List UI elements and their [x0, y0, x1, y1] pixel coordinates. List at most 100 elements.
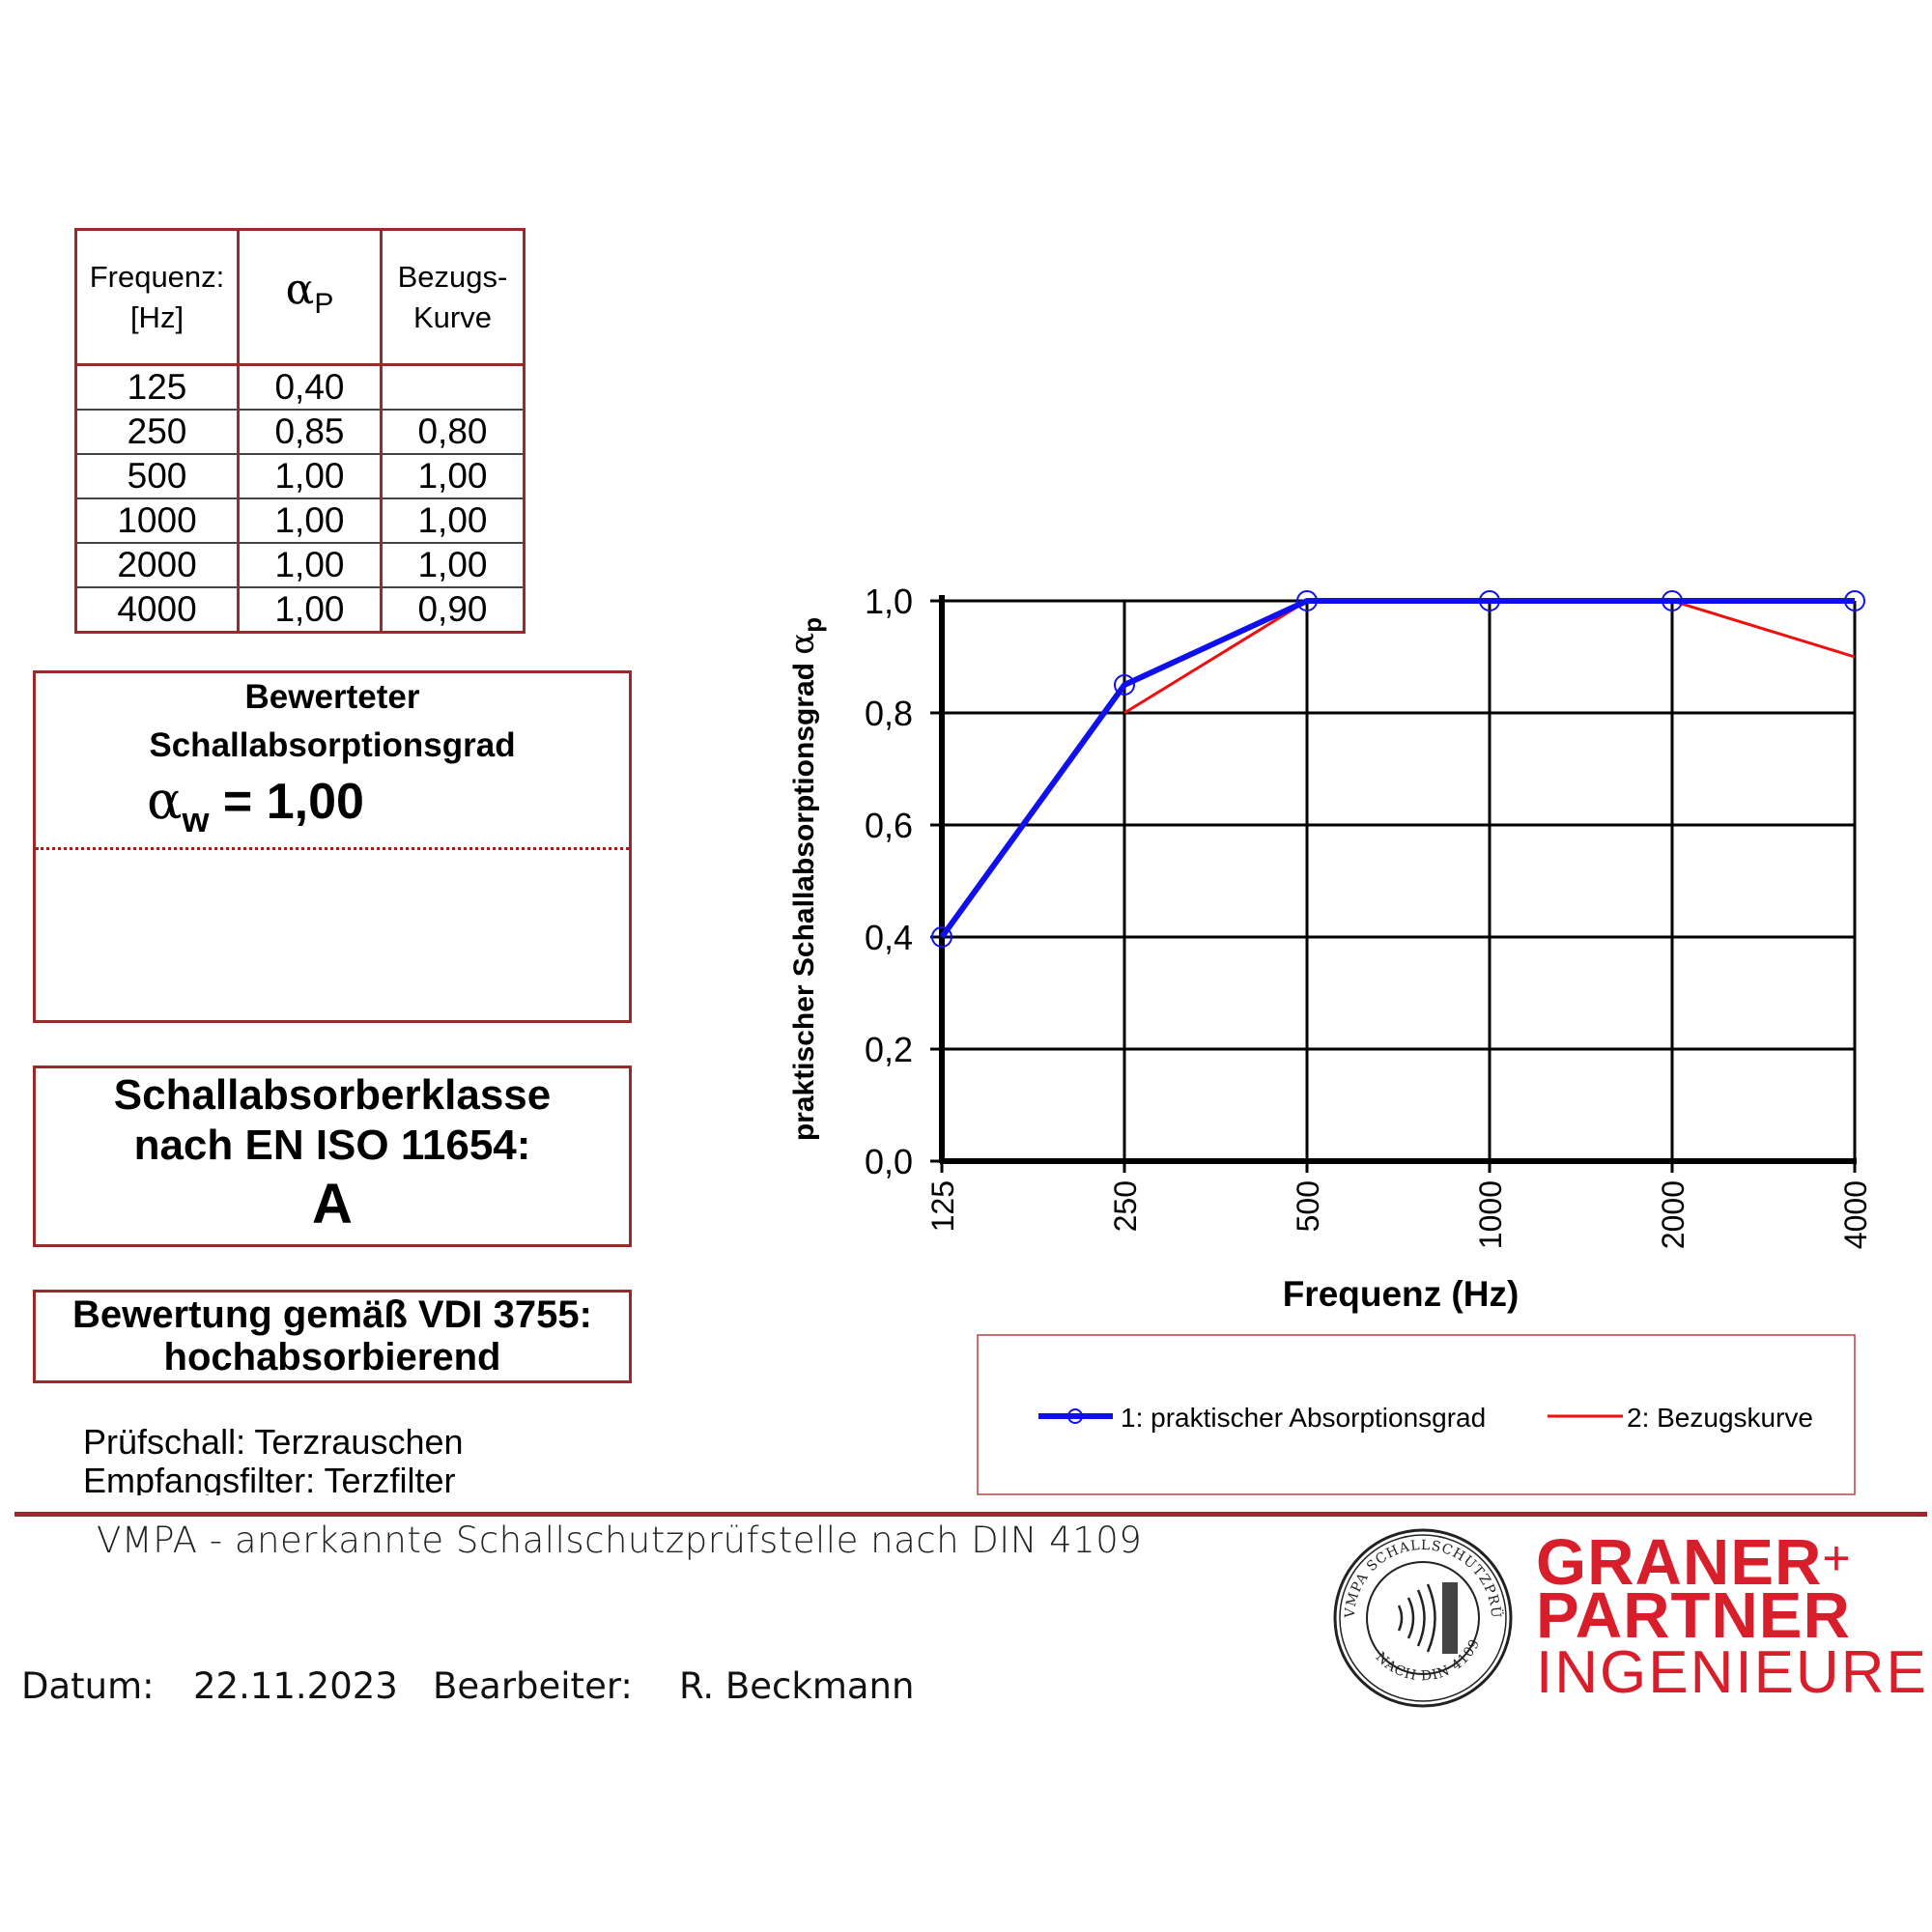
y-axis-title-text: praktischer Schallabsorptionsgrad	[788, 655, 820, 1141]
cell-reference: 1,00	[381, 498, 525, 544]
cell-alpha-p: 1,00	[238, 543, 383, 588]
table-row: 500 1,00 1,00	[75, 454, 525, 499]
chart-legend: 1: praktischer Absorptionsgrad 2: Bezugsk…	[977, 1334, 1856, 1495]
series-line-1	[939, 598, 1855, 939]
header-frequency-line1: Frequenz:	[89, 259, 225, 294]
data-point-marker	[1479, 590, 1500, 611]
y-axis-title-subscript: p	[798, 617, 827, 633]
header-frequency: Frequenz: [Hz]	[75, 229, 240, 366]
cell-frequency: 1000	[75, 498, 240, 544]
absorber-class-grade: A	[312, 1173, 353, 1236]
alpha-w-value: = 1,00	[209, 774, 364, 830]
x-tick-label: 2000	[1656, 1180, 1690, 1249]
data-point-marker	[1114, 674, 1135, 696]
y-tick-label: 0,2	[865, 1030, 913, 1069]
legend-marker-1	[1067, 1408, 1083, 1424]
editor-label: Bearbeiter:	[433, 1665, 633, 1707]
cell-frequency: 250	[75, 410, 240, 455]
data-point-marker	[1296, 590, 1318, 611]
alpha-subscript: P	[314, 288, 334, 320]
weighted-absorption-title: Bewerteter Schallabsorptionsgrad	[36, 673, 629, 770]
date-value: 22.11.2023	[193, 1665, 398, 1707]
absorber-class-line2: nach EN ISO 11654:	[133, 1122, 531, 1169]
vdi-assessment-box: Bewertung gemäß VDI 3755: hochabsorbiere…	[33, 1290, 632, 1383]
x-tick-label: 1000	[1473, 1180, 1508, 1249]
cell-alpha-p: 1,00	[238, 498, 383, 544]
svg-text:VMPA SCHALLSCHUTZPRÜFSTELLE: VMPA SCHALLSCHUTZPRÜFSTELLE	[1331, 1526, 1505, 1619]
y-axis-title: praktischer Schallabsorptionsgrad αp	[783, 617, 827, 1141]
x-axis-title: Frequenz (Hz)	[1283, 1274, 1520, 1314]
cell-reference: 0,90	[417, 589, 488, 629]
cell-frequency: 125	[75, 364, 240, 411]
receive-filter-note: Empfangsfilter: Terzfilter	[83, 1461, 456, 1495]
x-tick-label: 125	[925, 1180, 960, 1232]
x-tick-label: 4000	[1838, 1180, 1873, 1249]
vdi-assessment-line1: Bewertung gemäß VDI 3755:	[72, 1293, 592, 1336]
header-reference-line2: Kurve	[413, 299, 492, 334]
data-point-marker	[1844, 590, 1865, 611]
logo-line3: INGENIEURE	[1536, 1639, 1928, 1706]
y-tick-label: 1,0	[865, 582, 913, 621]
x-tick-label: 500	[1291, 1180, 1325, 1232]
test-sound-note: Prüfschall: Terzrauschen	[83, 1422, 464, 1462]
cell-reference	[381, 364, 525, 411]
cell-reference: 1,00	[381, 543, 525, 588]
table-row: 1000 1,00 1,00	[75, 498, 525, 544]
y-axis-title-alpha: α	[783, 633, 822, 655]
legend-label-1: 1: praktischer Absorptionsgrad	[1121, 1403, 1486, 1433]
chart-grid	[942, 599, 1857, 1161]
alpha-symbol: α	[285, 265, 315, 314]
weighted-absorption-title-line1: Bewerteter	[244, 678, 420, 716]
absorption-chart: 0,0 0,2 0,4 0,6 0,8 1,0 125 250 500 1000 2000 4000 F…	[783, 582, 1873, 1495]
alpha-w-subscript: w	[182, 800, 210, 839]
editor-value: R. Beckmann	[679, 1665, 915, 1707]
logo-line1: GRANER+	[1536, 1524, 1852, 1597]
x-tick-label: 250	[1108, 1180, 1143, 1232]
date-label: Datum:	[21, 1665, 155, 1707]
frequency-table: Frequenz: [Hz] αP Bezugs- Kurve 125 0,40…	[74, 228, 526, 634]
header-frequency-line2: [Hz]	[129, 299, 185, 334]
legend-label-2: 2: Bezugskurve	[1627, 1403, 1813, 1433]
data-point-marker	[1662, 590, 1683, 611]
cell-frequency: 4000	[75, 587, 240, 633]
y-tick-label: 0,4	[865, 918, 913, 957]
vmpa-seal-icon: VMPA SCHALLSCHUTZPRÜFSTELLE NACH DIN 410…	[1331, 1526, 1513, 1708]
chart-series	[931, 590, 1865, 948]
header-reference-line1: Bezugs-	[397, 259, 508, 294]
y-tick-label: 0,6	[865, 806, 913, 845]
cell-alpha-p: 0,85	[238, 410, 383, 455]
absorber-class-line1: Schallabsorberklasse	[113, 1071, 552, 1119]
cell-frequency: 500	[75, 454, 240, 499]
vdi-assessment-line2: hochabsorbierend	[163, 1336, 501, 1378]
logo-graner: GRANER	[1536, 1526, 1823, 1599]
header-alpha-p: αP	[238, 229, 383, 366]
y-tick-label: 0,8	[865, 694, 913, 733]
data-point-marker	[931, 926, 952, 948]
table-row: 2000 1,00 1,00	[75, 543, 525, 588]
alpha-w-symbol: α	[147, 770, 183, 831]
header-reference-curve: Bezugs- Kurve	[381, 229, 525, 366]
table-row: 125 0,40	[75, 364, 525, 411]
cell-reference: 1,00	[381, 454, 525, 499]
cell-reference: 0,80	[381, 410, 525, 455]
absorber-class-box: Schallabsorberklasse nach EN ISO 11654: …	[33, 1065, 632, 1247]
cell-alpha-p: 0,40	[238, 364, 383, 411]
cell-frequency: 2000	[75, 543, 240, 588]
footer-divider	[14, 1512, 1927, 1517]
table-row: 250 0,85 0,80	[75, 410, 525, 455]
cell-alpha-p: 1,00	[238, 454, 383, 499]
y-tick-label: 0,0	[865, 1142, 913, 1181]
weighted-absorption-title-line2: Schallabsorptionsgrad	[149, 726, 516, 764]
cell-alpha-p: 1,00	[238, 587, 383, 633]
logo-plus: +	[1822, 1531, 1852, 1585]
chart-labels: 0,0 0,2 0,4 0,6 0,8 1,0 125 250 500 1000 2000 4000 F…	[783, 582, 1873, 1314]
chart-axes	[930, 595, 1857, 1173]
weighted-absorption-value: αw = 1,00	[147, 770, 364, 840]
logo-line2: PARTNER	[1536, 1579, 1851, 1652]
legend-box	[977, 1334, 1856, 1495]
vmpa-statement: VMPA - anerkannte Schallschutzprüfstelle…	[97, 1520, 1143, 1561]
svg-text:NACH DIN 4109: NACH DIN 4109	[1373, 1636, 1484, 1685]
weighted-absorption-box: Bewerteter Schallabsorptionsgrad αw = 1,…	[33, 670, 632, 1023]
table-header-row: Frequenz: [Hz] αP Bezugs- Kurve	[75, 229, 525, 366]
dotted-divider	[36, 847, 629, 850]
